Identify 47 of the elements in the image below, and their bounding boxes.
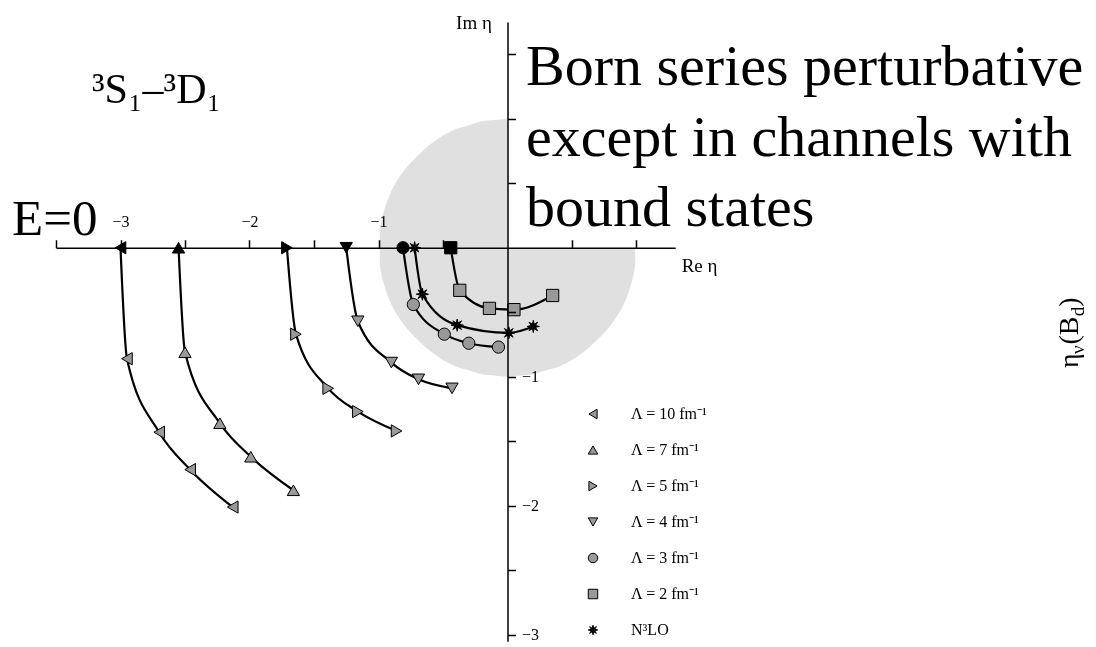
point [482, 301, 497, 315]
point [507, 303, 521, 317]
point [244, 450, 258, 463]
x-axis-title: Re η [681, 255, 718, 277]
point [408, 241, 422, 255]
x-tick-label: −1 [370, 213, 388, 231]
text: ³S₁–³D₁ [92, 66, 222, 112]
legend-label: Λ = 4 fm⁻¹ [631, 513, 699, 530]
y-tick-label: −1 [522, 368, 540, 386]
y-tick-label: −2 [522, 497, 540, 515]
legend-label: N³LO [631, 621, 669, 638]
point [491, 340, 506, 354]
x-tick-label: −2 [241, 213, 259, 231]
legend-label: Λ = 5 fm⁻¹ [631, 477, 699, 494]
point [322, 381, 334, 395]
x-tick-label: −3 [112, 213, 130, 231]
point [445, 382, 459, 395]
legend-label: Λ = 2 fm⁻¹ [631, 585, 699, 602]
point [153, 425, 165, 439]
point [411, 373, 426, 386]
y-tick-label: −3 [522, 626, 540, 644]
legend-label: Λ = 3 fm⁻¹ [631, 549, 699, 566]
point [462, 336, 476, 350]
point [213, 417, 227, 429]
legend-label: Λ = 10 fm⁻¹ [631, 405, 707, 422]
point [406, 297, 420, 312]
point [450, 318, 464, 332]
point [351, 315, 365, 328]
point [178, 346, 192, 359]
point [286, 484, 300, 497]
point [390, 424, 403, 438]
point [453, 283, 467, 297]
point [226, 500, 239, 514]
point [526, 319, 540, 334]
point [384, 356, 399, 369]
point [352, 404, 364, 419]
annotation: Born series perturbative except in channels with bound states [526, 33, 1084, 239]
point [437, 327, 451, 341]
point [290, 327, 302, 341]
point [415, 287, 429, 301]
point [121, 352, 133, 366]
point [184, 463, 196, 477]
annotation: E=0 [12, 190, 98, 246]
y-axis-title: Im η [456, 11, 492, 33]
text: ην(Bd) [1053, 297, 1089, 368]
point [546, 288, 560, 303]
legend-label: Λ = 7 fm⁻¹ [631, 441, 699, 458]
